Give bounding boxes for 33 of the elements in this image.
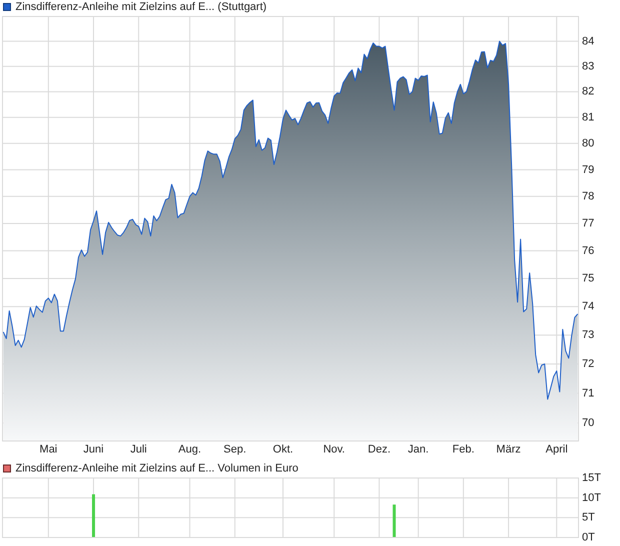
y-tick-label: 74: [582, 300, 594, 313]
chart-title: Zinsdifferenz-Anleihe mit Zielzins auf E... Volumen in Euro: [16, 462, 298, 474]
x-tick-label: Juni: [83, 444, 104, 456]
x-tick-label: Nov.: [323, 444, 346, 456]
y-tick-label: 10T: [582, 492, 602, 504]
x-tick-label: Mai: [40, 444, 58, 456]
y-tick-label: 73: [582, 329, 594, 342]
y-tick-label: 15T: [582, 472, 602, 484]
y-tick-label: 84: [582, 35, 594, 48]
y-tick-label: 0T: [582, 532, 596, 544]
y-tick-label: 83: [582, 60, 594, 72]
y-tick-label: 79: [582, 164, 594, 176]
legend-label: Zinsdifferenz-Anleihe mit Zielzins auf E... (Stuttgart): [16, 1, 267, 13]
y-tick-label: 81: [582, 111, 594, 124]
y-tick-label: 77: [582, 217, 594, 230]
y-tick-label: 5T: [582, 512, 596, 524]
x-tick-label: Juli: [130, 444, 147, 456]
y-tick-label: 72: [582, 358, 594, 370]
x-tick-label: Dez.: [368, 444, 391, 456]
x-tick-label: Jan.: [408, 444, 429, 456]
y-tick-label: 78: [582, 190, 594, 202]
y-tick-label: 70: [582, 416, 594, 429]
y-tick-label: 76: [582, 244, 594, 257]
x-tick-label: März: [496, 444, 521, 456]
y-tick-label: 80: [582, 137, 594, 150]
x-tick-label: Aug.: [178, 444, 202, 456]
x-tick-label: Okt.: [272, 444, 294, 456]
y-tick-label: 71: [582, 387, 594, 400]
x-tick-label: April: [546, 444, 568, 456]
y-tick-label: 75: [582, 272, 594, 285]
x-tick-label: Feb.: [452, 444, 474, 456]
y-tick-label: 82: [582, 86, 594, 98]
x-tick-label: Sep.: [224, 444, 246, 456]
